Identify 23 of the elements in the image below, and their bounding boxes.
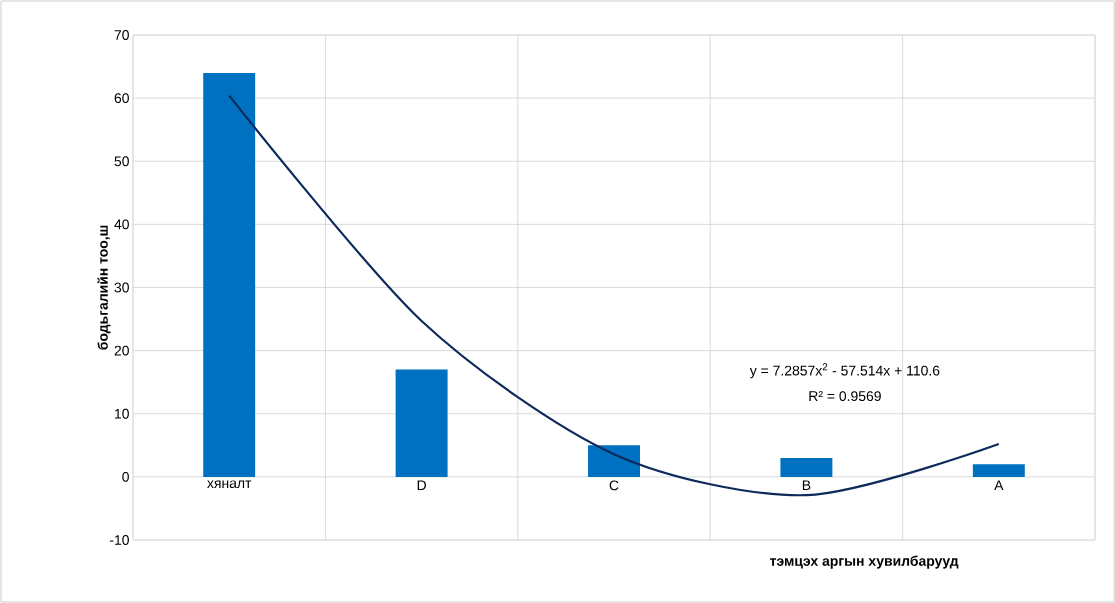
bar bbox=[588, 445, 640, 477]
bar bbox=[203, 72, 256, 477]
bar bbox=[972, 464, 1025, 477]
x-axis-title: тэмцэх аргын хувилбарууд bbox=[770, 555, 959, 569]
y-tick-label: 60 bbox=[114, 93, 129, 104]
y-tick-label: 20 bbox=[114, 345, 129, 356]
x-tick-label: A bbox=[994, 480, 1004, 490]
x-tick-label: хяналт bbox=[207, 480, 252, 489]
x-tick-label: B bbox=[802, 480, 811, 490]
y-tick-label: 30 bbox=[114, 282, 129, 293]
annotation: y = 7.2857x$^{2}$ - 57.514x + 110.6 bbox=[749, 363, 940, 379]
x-tick-label: D bbox=[417, 480, 426, 490]
y-tick-label: 40 bbox=[114, 219, 129, 230]
x-tick-label: C bbox=[609, 480, 619, 491]
annotation: R² = 0.9569 bbox=[809, 391, 881, 402]
y-tick-label: -10 bbox=[109, 535, 129, 545]
bar bbox=[780, 457, 833, 477]
y-tick-label: 70 bbox=[114, 30, 129, 40]
y-tick-label: 50 bbox=[114, 156, 129, 167]
y-axis-title: бодьгалийн тоо,ш bbox=[97, 225, 111, 350]
bar bbox=[395, 369, 448, 477]
y-tick-label: 10 bbox=[115, 408, 129, 419]
y-tick-label: 0 bbox=[122, 471, 129, 482]
